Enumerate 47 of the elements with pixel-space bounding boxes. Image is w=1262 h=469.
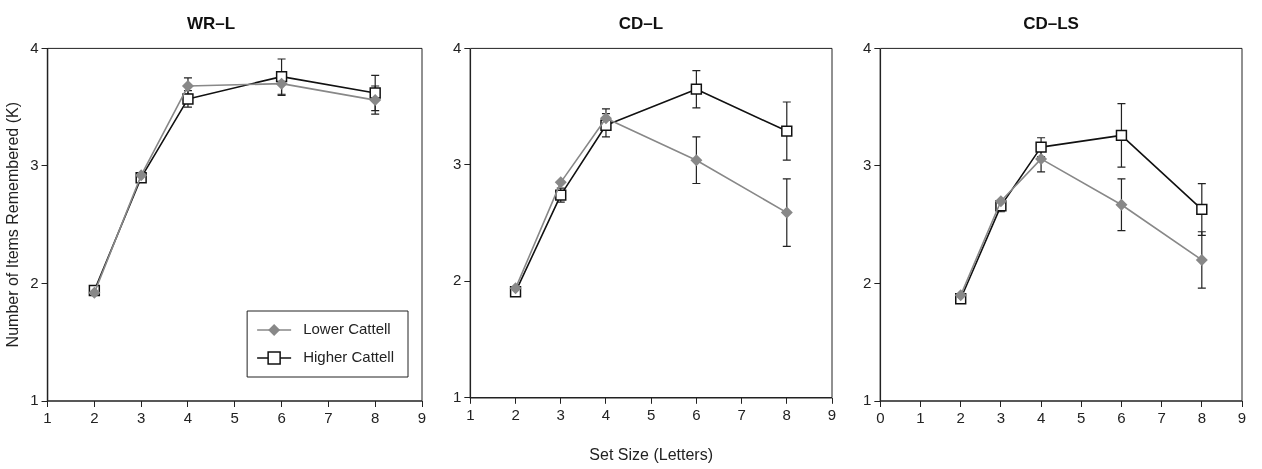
x-tick-label: 4 bbox=[1036, 409, 1046, 427]
y-tick-label: 4 bbox=[453, 38, 462, 56]
y-tick-label: 4 bbox=[863, 38, 872, 56]
chart-title: WR–L bbox=[186, 13, 236, 33]
legend-label: Higher Cattell bbox=[303, 348, 394, 366]
y-tick-label: 2 bbox=[453, 271, 462, 289]
x-tick-label: 1 bbox=[43, 409, 52, 427]
x-tick-label: 9 bbox=[827, 405, 837, 423]
x-tick-label: 1 bbox=[466, 405, 475, 423]
x-tick-label: 5 bbox=[1077, 409, 1086, 427]
x-tick-label: 4 bbox=[183, 409, 193, 427]
y-tick-label: 3 bbox=[30, 156, 39, 174]
x-tick-label: 6 bbox=[692, 405, 701, 423]
chart-title: CD–L bbox=[618, 13, 664, 33]
x-tick-label: 9 bbox=[1237, 409, 1247, 427]
chart-title: CD–LS bbox=[1023, 13, 1079, 33]
x-tick-label: 7 bbox=[324, 409, 333, 427]
x-tick-label: 9 bbox=[417, 409, 427, 427]
x-tick-label: 0 bbox=[876, 409, 885, 427]
x-tick-label: 2 bbox=[511, 405, 520, 423]
x-tick-label: 1 bbox=[916, 409, 925, 427]
x-tick-label: 3 bbox=[556, 405, 565, 423]
x-tick-label: 5 bbox=[647, 405, 656, 423]
y-tick-label: 1 bbox=[863, 391, 872, 409]
y-axis-title: Number of Items Remembered (K) bbox=[4, 102, 22, 348]
x-tick-label: 6 bbox=[1117, 409, 1126, 427]
x-tick-label: 8 bbox=[782, 405, 791, 423]
x-tick-label: 6 bbox=[277, 409, 286, 427]
x-tick-label: 2 bbox=[956, 409, 965, 427]
y-tick-label: 3 bbox=[453, 155, 462, 173]
x-tick-label: 3 bbox=[996, 409, 1006, 427]
x-tick-label: 7 bbox=[737, 405, 746, 423]
y-tick-label: 2 bbox=[863, 273, 872, 291]
x-tick-label: 5 bbox=[230, 409, 239, 427]
x-tick-label: 2 bbox=[90, 409, 99, 427]
y-tick-label: 1 bbox=[30, 391, 39, 409]
x-tick-label: 4 bbox=[601, 405, 611, 423]
x-tick-label: 7 bbox=[1157, 409, 1166, 427]
y-tick-label: 4 bbox=[30, 38, 39, 56]
y-tick-label: 2 bbox=[30, 273, 39, 291]
x-tick-label: 8 bbox=[371, 409, 380, 427]
legend-label: Lower Cattell bbox=[303, 320, 391, 338]
x-axis-title: Set Size (Letters) bbox=[589, 445, 713, 463]
y-tick-label: 3 bbox=[863, 156, 872, 174]
x-tick-label: 3 bbox=[136, 409, 146, 427]
y-tick-label: 1 bbox=[453, 387, 462, 405]
x-tick-label: 8 bbox=[1197, 409, 1206, 427]
